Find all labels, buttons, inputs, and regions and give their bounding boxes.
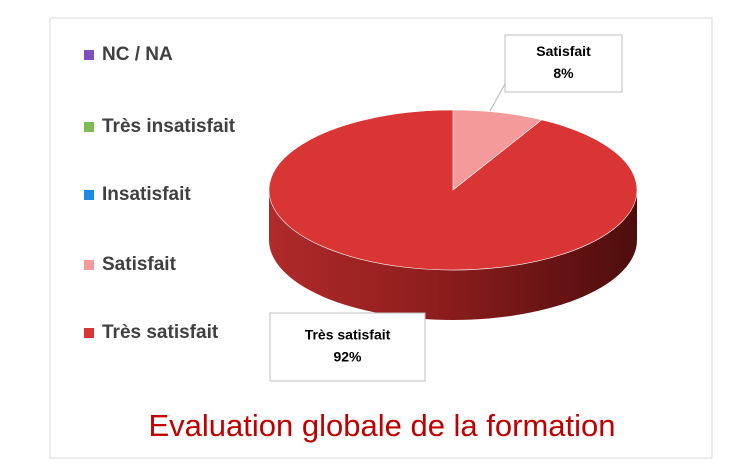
legend-label: Insatisfait — [102, 184, 191, 205]
legend-swatch — [84, 190, 94, 200]
legend-swatch — [84, 122, 94, 132]
data-label-value: 8% — [553, 65, 574, 81]
pie-sides — [269, 190, 637, 320]
data-label-category: Très satisfait — [305, 327, 391, 343]
chart-title: Evaluation globale de la formation — [148, 408, 615, 443]
data-label-category: Satisfait — [536, 43, 591, 59]
data-label-box — [504, 34, 623, 93]
slice-side — [269, 190, 637, 320]
pie-tops — [268, 109, 638, 271]
data-label-box — [269, 312, 426, 382]
legend-label: Satisfait — [102, 254, 177, 275]
data-label-value: 92% — [333, 349, 362, 365]
slice — [452, 109, 543, 191]
legend-swatch — [84, 328, 94, 338]
leader-line — [489, 83, 506, 112]
slice — [268, 109, 638, 271]
legend-swatch — [84, 260, 94, 270]
legend-swatch — [84, 50, 94, 60]
legend-label: Très insatisfait — [102, 116, 236, 137]
legend-label: Très satisfait — [102, 322, 219, 343]
legend-label: NC / NA — [102, 44, 173, 65]
